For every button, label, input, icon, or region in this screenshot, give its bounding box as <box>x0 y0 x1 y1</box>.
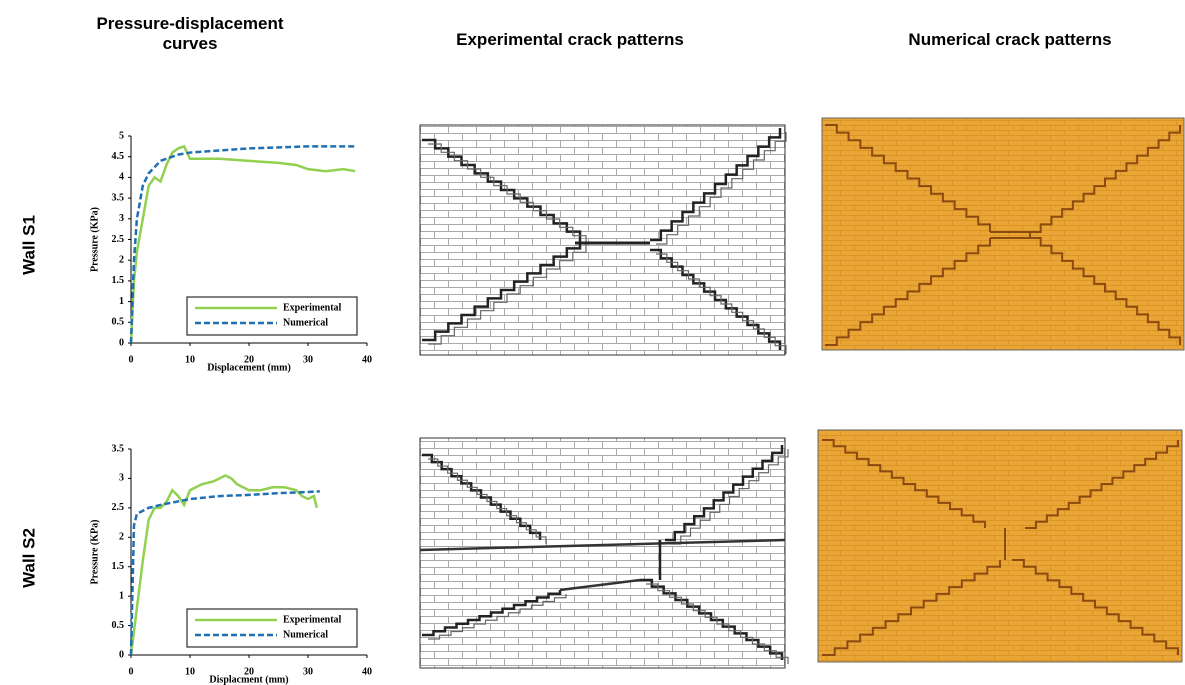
y-tick-label: 2.5 <box>112 234 125 245</box>
y-axis-label: Pressure (KPa) <box>89 520 100 585</box>
x-tick-label: 10 <box>185 666 195 677</box>
x-tick-label: 30 <box>303 354 313 365</box>
y-tick-label: 2 <box>119 254 124 265</box>
legend-label: Numerical <box>283 317 328 328</box>
y-axis-label: Pressure (KPa) <box>89 207 100 272</box>
y-tick-label: 0 <box>119 649 124 660</box>
y-tick-label: 3.5 <box>112 192 125 203</box>
y-tick-label: 3 <box>119 473 124 484</box>
y-tick-label: 3.5 <box>112 443 125 454</box>
y-tick-label: 1.5 <box>112 275 125 286</box>
y-tick-label: 1 <box>119 296 124 307</box>
numerical-crack-image <box>818 118 1184 662</box>
y-tick-label: 3 <box>119 213 124 224</box>
x-tick-label: 40 <box>362 666 372 677</box>
legend-label: Experimental <box>283 302 342 313</box>
y-tick-label: 0.5 <box>112 317 125 328</box>
legend-label: Experimental <box>283 614 342 625</box>
y-tick-label: 4 <box>119 172 124 183</box>
page: Pressure-displacement curves Experimenta… <box>0 0 1185 685</box>
figure: Wall S1 Wall S2 00.511.522.533.544.55010… <box>0 0 1185 685</box>
x-axis-label: Displacment (mm) <box>209 674 288 685</box>
y-tick-label: 1.5 <box>112 561 125 572</box>
x-axis-label: Displacement (mm) <box>207 362 291 373</box>
experimental-crack-image <box>420 125 785 668</box>
y-tick-label: 2 <box>119 532 124 543</box>
row-label: Wall S2 <box>19 528 38 588</box>
x-tick-label: 10 <box>185 354 195 365</box>
y-tick-label: 0 <box>119 337 124 348</box>
legend-label: Numerical <box>283 629 328 640</box>
row-label: Wall S1 <box>19 215 38 275</box>
x-tick-label: 0 <box>129 666 134 677</box>
y-tick-label: 0.5 <box>112 620 125 631</box>
y-tick-label: 1 <box>119 590 124 601</box>
x-tick-label: 40 <box>362 354 372 365</box>
y-tick-label: 5 <box>119 130 124 141</box>
y-tick-label: 4.5 <box>112 151 125 162</box>
x-tick-label: 30 <box>303 666 313 677</box>
y-tick-label: 2.5 <box>112 502 125 513</box>
x-tick-label: 0 <box>129 354 134 365</box>
